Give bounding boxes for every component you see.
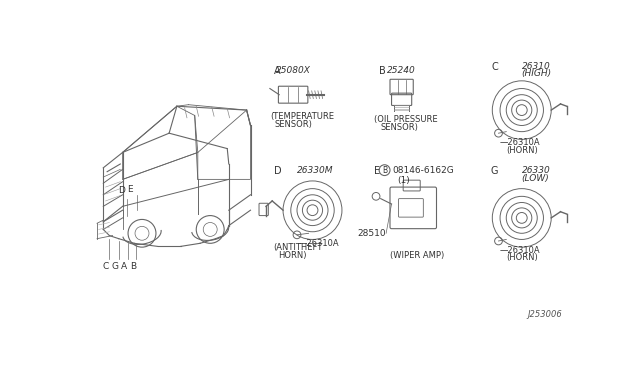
Text: (HORN): (HORN) [506, 253, 538, 262]
Text: 28510: 28510 [358, 229, 386, 238]
Text: (OIL PRESSURE: (OIL PRESSURE [374, 115, 438, 125]
Text: 25240: 25240 [387, 66, 416, 75]
Text: D: D [274, 166, 282, 176]
Text: J253006: J253006 [527, 310, 562, 319]
Text: (1): (1) [397, 176, 410, 185]
Text: D: D [118, 186, 125, 195]
Text: C: C [102, 262, 109, 271]
Text: E: E [127, 185, 133, 194]
Text: —26310A: —26310A [298, 239, 339, 248]
Text: (HORN): (HORN) [506, 145, 538, 154]
Text: 26330M: 26330M [297, 166, 333, 175]
Text: B: B [382, 166, 387, 174]
Text: (LOW): (LOW) [522, 174, 550, 183]
Text: A: A [121, 262, 127, 271]
Text: G: G [491, 166, 499, 176]
Text: 26310: 26310 [522, 62, 550, 71]
Text: (HIGH): (HIGH) [522, 69, 552, 78]
Text: —26310A: —26310A [500, 138, 541, 147]
Text: C: C [492, 62, 498, 71]
Text: (ANTITHEFT: (ANTITHEFT [274, 243, 323, 252]
Text: (TEMPERATURE: (TEMPERATURE [270, 112, 334, 121]
Text: E: E [374, 166, 380, 176]
Text: 25080X: 25080X [276, 66, 310, 75]
Text: G: G [111, 262, 118, 271]
Text: HORN): HORN) [278, 251, 307, 260]
Text: (WIPER AMP): (WIPER AMP) [390, 251, 444, 260]
Text: SENSOR): SENSOR) [275, 120, 312, 129]
Text: SENSOR): SENSOR) [381, 123, 419, 132]
Text: —26310A: —26310A [500, 246, 541, 254]
Text: A: A [275, 66, 281, 76]
Text: B: B [379, 66, 386, 76]
Text: 26330: 26330 [522, 166, 550, 175]
Text: B: B [130, 262, 136, 271]
Text: 08146-6162G: 08146-6162G [392, 166, 454, 175]
